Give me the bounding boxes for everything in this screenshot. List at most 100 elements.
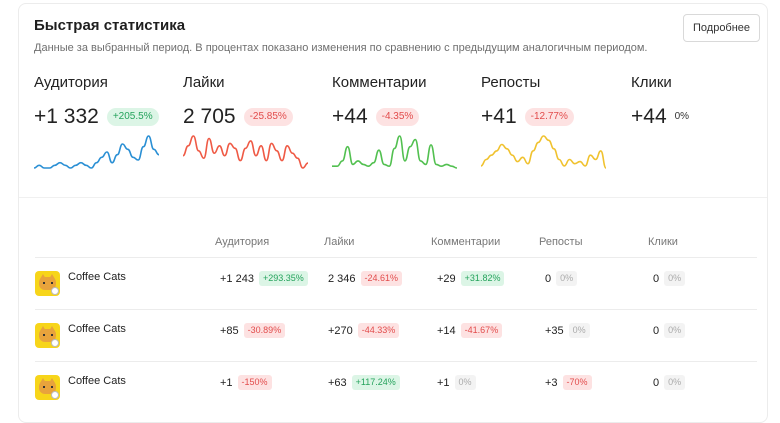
cell-reposts: 0 0% bbox=[545, 271, 578, 286]
group-name[interactable]: Coffee Cats bbox=[68, 323, 126, 335]
column-header-audience: Аудитория bbox=[215, 236, 270, 248]
metric-comments: Комментарии +44 -4.35% bbox=[332, 74, 472, 169]
cell-audience-change-badge: -150% bbox=[237, 375, 272, 390]
metric-likes-label: Лайки bbox=[183, 74, 225, 91]
cell-clicks-value: 0 bbox=[653, 324, 660, 337]
metric-reposts-row: +41 -12.77% bbox=[481, 105, 574, 129]
metric-reposts: Репосты +41 -12.77% bbox=[481, 74, 621, 169]
cell-clicks-change-badge: 0% bbox=[664, 271, 686, 286]
metric-audience-label: Аудитория bbox=[34, 74, 108, 91]
cell-clicks-change-badge: 0% bbox=[664, 375, 686, 390]
metric-likes-row: 2 705 -25.85% bbox=[183, 105, 293, 129]
cell-reposts: +3 -70% bbox=[545, 375, 592, 390]
cell-reposts-change-badge: 0% bbox=[568, 323, 590, 338]
cell-reposts-change-badge: 0% bbox=[556, 271, 578, 286]
table-row[interactable]: Coffee Cats +85 -30.89% +270 -44.33% +14 -41.6… bbox=[35, 309, 757, 361]
cell-comments-change-badge: -41.67% bbox=[460, 323, 503, 338]
metric-likes-sparkline-path bbox=[183, 135, 308, 169]
group-avatar bbox=[35, 323, 60, 348]
metric-reposts-value: +41 bbox=[481, 105, 517, 128]
platform-badge-icon bbox=[51, 391, 59, 399]
metric-clicks: Клики +44 0% bbox=[631, 74, 771, 128]
column-header-clicks: Клики bbox=[648, 236, 678, 248]
column-header-likes: Лайки bbox=[324, 236, 355, 248]
cell-comments: +14 -41.67% bbox=[437, 323, 503, 338]
metric-likes-value: 2 705 bbox=[183, 105, 236, 128]
metric-audience-sparkline bbox=[34, 135, 159, 169]
column-header-reposts: Репосты bbox=[539, 236, 583, 248]
cell-comments-value: +1 bbox=[437, 376, 450, 389]
cell-reposts-value: +35 bbox=[545, 324, 564, 337]
metric-clicks-row: +44 0% bbox=[631, 105, 689, 129]
metric-comments-sparkline-path bbox=[332, 135, 457, 169]
table-row[interactable]: Coffee Cats +1 243 +293.35% 2 346 -24.61% +29… bbox=[35, 257, 757, 309]
cell-clicks-value: 0 bbox=[653, 272, 660, 285]
metric-likes-change-badge: -25.85% bbox=[243, 108, 293, 126]
metric-comments-value: +44 bbox=[332, 105, 368, 128]
cell-comments-change-badge: +31.82% bbox=[460, 271, 505, 286]
cell-likes: +63 +117.24% bbox=[328, 375, 400, 390]
metric-reposts-change-badge: -12.77% bbox=[524, 108, 574, 126]
metric-comments-change-badge: -4.35% bbox=[375, 108, 420, 126]
metric-comments-label: Комментарии bbox=[332, 74, 427, 91]
cell-audience: +1 -150% bbox=[220, 375, 272, 390]
metric-audience-sparkline-path bbox=[34, 135, 159, 169]
cell-likes-value: +63 bbox=[328, 376, 347, 389]
cell-audience-value: +1 243 bbox=[220, 272, 254, 285]
cell-likes-value: 2 346 bbox=[328, 272, 356, 285]
cell-audience-value: +85 bbox=[220, 324, 239, 337]
metric-reposts-sparkline bbox=[481, 135, 606, 169]
metric-comments-row: +44 -4.35% bbox=[332, 105, 420, 129]
cell-comments-value: +14 bbox=[437, 324, 456, 337]
more-button[interactable]: Подробнее bbox=[683, 14, 761, 42]
card-subtitle: Данные за выбранный период. В процентах … bbox=[34, 42, 648, 54]
platform-badge-icon bbox=[51, 339, 59, 347]
cell-reposts-change-badge: -70% bbox=[562, 375, 592, 390]
cell-clicks: 0 0% bbox=[653, 375, 686, 390]
group-avatar bbox=[35, 271, 60, 296]
metric-clicks-label: Клики bbox=[631, 74, 672, 91]
cell-reposts-value: 0 bbox=[545, 272, 552, 285]
cell-likes: +270 -44.33% bbox=[328, 323, 400, 338]
metric-audience-change-badge: +205.5% bbox=[106, 108, 159, 126]
cell-likes: 2 346 -24.61% bbox=[328, 271, 403, 286]
cell-audience: +1 243 +293.35% bbox=[220, 271, 308, 286]
section-divider bbox=[19, 197, 767, 198]
metric-audience-row: +1 332 +205.5% bbox=[34, 105, 159, 129]
metric-reposts-sparkline-path bbox=[481, 135, 606, 169]
cell-clicks-change-badge: 0% bbox=[664, 323, 686, 338]
cell-clicks: 0 0% bbox=[653, 271, 686, 286]
column-header-comments: Комментарии bbox=[431, 236, 501, 248]
cell-likes-value: +270 bbox=[328, 324, 353, 337]
cell-comments-change-badge: 0% bbox=[454, 375, 476, 390]
cell-comments: +1 0% bbox=[437, 375, 476, 390]
cell-clicks: 0 0% bbox=[653, 323, 686, 338]
cell-likes-change-badge: +117.24% bbox=[351, 375, 400, 390]
cell-reposts-value: +3 bbox=[545, 376, 558, 389]
cell-reposts: +35 0% bbox=[545, 323, 590, 338]
metric-likes-sparkline bbox=[183, 135, 308, 169]
group-name[interactable]: Coffee Cats bbox=[68, 271, 126, 283]
cell-audience-change-badge: -30.89% bbox=[243, 323, 286, 338]
table-row[interactable]: Coffee Cats +1 -150% +63 +117.24% +1 0% +3 -70% 0… bbox=[35, 361, 757, 413]
cell-clicks-value: 0 bbox=[653, 376, 660, 389]
metric-comments-sparkline bbox=[332, 135, 457, 169]
cell-comments-value: +29 bbox=[437, 272, 456, 285]
cell-likes-change-badge: -44.33% bbox=[357, 323, 400, 338]
cell-audience-change-badge: +293.35% bbox=[258, 271, 308, 286]
metric-audience: Аудитория +1 332 +205.5% bbox=[34, 74, 174, 169]
metric-likes: Лайки 2 705 -25.85% bbox=[183, 74, 323, 169]
cell-likes-change-badge: -24.61% bbox=[360, 271, 403, 286]
cell-audience-value: +1 bbox=[220, 376, 233, 389]
metric-audience-value: +1 332 bbox=[34, 105, 99, 128]
metric-reposts-label: Репосты bbox=[481, 74, 541, 91]
metric-clicks-change-badge: 0% bbox=[674, 111, 690, 122]
group-avatar bbox=[35, 375, 60, 400]
cell-comments: +29 +31.82% bbox=[437, 271, 505, 286]
quick-stats-card: Быстрая статистика Данные за выбранный п… bbox=[18, 3, 768, 423]
group-name[interactable]: Coffee Cats bbox=[68, 375, 126, 387]
platform-badge-icon bbox=[51, 287, 59, 295]
card-title: Быстрая статистика bbox=[34, 17, 186, 34]
metric-clicks-value: +44 bbox=[631, 105, 667, 128]
cell-audience: +85 -30.89% bbox=[220, 323, 286, 338]
